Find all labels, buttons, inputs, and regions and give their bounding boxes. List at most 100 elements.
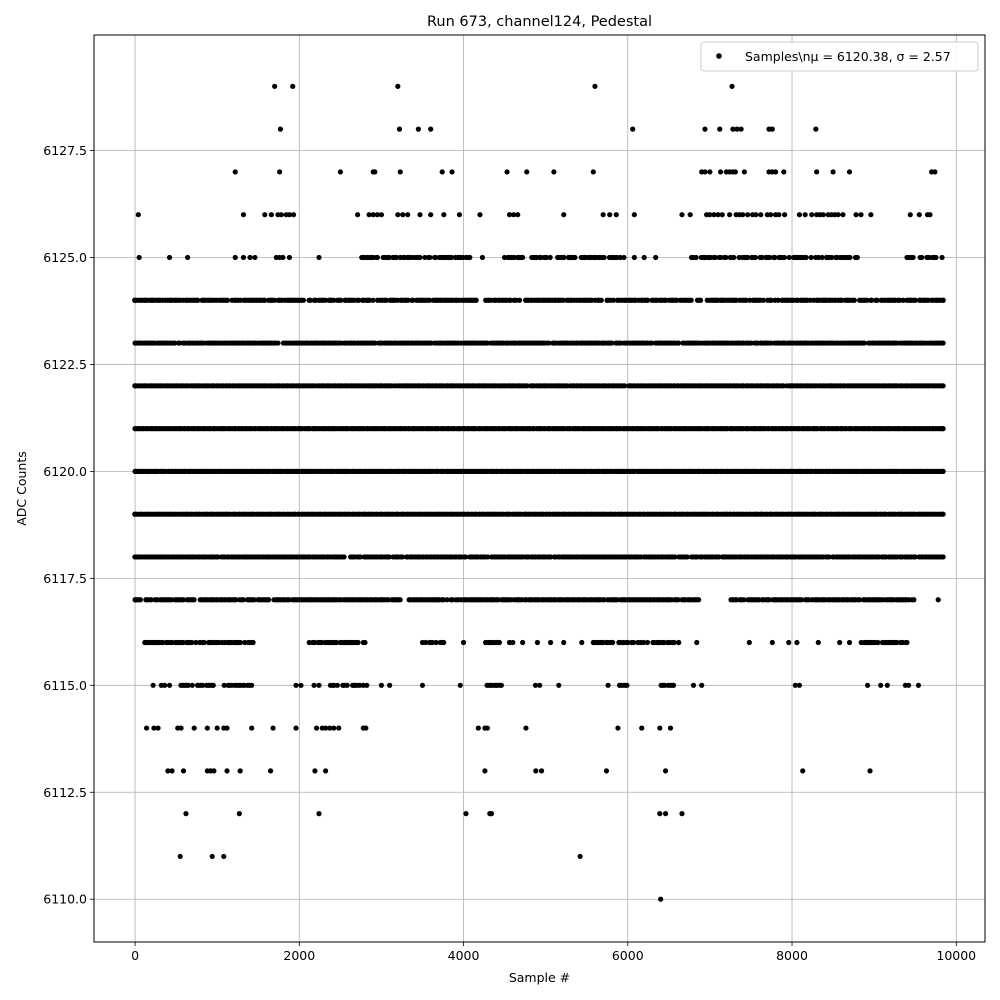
data-point (772, 169, 779, 175)
data-point (427, 297, 433, 303)
data-point (753, 212, 759, 218)
data-point (621, 254, 627, 261)
data-point (874, 297, 880, 303)
data-point (813, 126, 819, 132)
axis-ticks: 0 2000 4000 6000 8000 10000 6110.0 6112.5 6115.0… (43, 143, 976, 963)
data-point (456, 212, 463, 218)
data-point (907, 212, 913, 218)
y-tick-label: 6125.0 (43, 250, 87, 265)
data-point (630, 126, 636, 132)
data-point (322, 297, 328, 303)
data-point (370, 254, 376, 261)
data-point (846, 639, 853, 646)
data-point (854, 254, 860, 261)
data-point (286, 212, 293, 218)
data-point (201, 639, 207, 646)
data-point (316, 682, 322, 688)
data-point (405, 212, 411, 218)
data-point (386, 254, 392, 261)
data-point (267, 768, 274, 774)
data-point (132, 383, 138, 389)
data-point (331, 297, 337, 303)
data-point (448, 254, 455, 261)
data-point (572, 254, 578, 261)
data-point (313, 725, 320, 731)
data-point (488, 811, 495, 817)
data-point (364, 682, 370, 688)
data-point (684, 554, 691, 560)
data-point (270, 725, 276, 731)
data-point (768, 340, 774, 346)
data-point (132, 511, 138, 517)
data-point (609, 340, 615, 346)
data-point (166, 254, 173, 261)
data-point (467, 254, 473, 261)
data-point (657, 725, 663, 731)
data-point (607, 212, 613, 218)
y-tick-label: 6122.5 (43, 357, 87, 372)
data-point (221, 682, 227, 688)
data-point (136, 254, 142, 261)
data-point (830, 169, 836, 175)
data-point (826, 554, 832, 560)
data-point (702, 169, 708, 175)
data-point (449, 169, 455, 175)
data-point (600, 212, 606, 218)
data-point (209, 853, 215, 860)
y-tick-label: 6120.0 (43, 464, 87, 479)
data-point (904, 639, 910, 646)
data-point (758, 212, 764, 218)
data-point (477, 212, 483, 218)
data-point (639, 725, 645, 731)
data-point (766, 597, 772, 603)
data-point (803, 254, 809, 261)
data-point (378, 682, 385, 688)
data-point (775, 297, 781, 303)
data-point (800, 768, 806, 774)
data-point (786, 254, 792, 261)
data-point (719, 212, 725, 218)
data-point (316, 811, 322, 817)
data-point (417, 212, 423, 218)
data-point (143, 725, 150, 731)
data-point (344, 682, 350, 688)
data-point (641, 639, 647, 646)
data-point (940, 468, 946, 474)
data-point (183, 811, 189, 817)
data-point (449, 597, 455, 603)
data-point (399, 554, 405, 560)
x-tick-label: 10000 (936, 948, 976, 963)
x-tick-label: 4000 (448, 948, 480, 963)
data-point (200, 682, 206, 688)
data-point (940, 511, 946, 517)
data-point (211, 768, 217, 774)
data-point (566, 254, 572, 261)
data-point (169, 768, 175, 774)
data-point (577, 853, 583, 860)
data-point (278, 212, 284, 218)
data-point (395, 83, 401, 89)
data-point (781, 254, 788, 261)
data-point (132, 340, 138, 346)
data-point (875, 639, 881, 646)
data-point (752, 254, 759, 261)
data-point (940, 554, 946, 560)
data-point (641, 254, 647, 261)
y-tick-label: 6117.5 (43, 571, 87, 586)
data-point (679, 811, 685, 817)
data-point (251, 597, 257, 603)
data-point (366, 212, 372, 218)
data-point (733, 597, 740, 603)
data-point (618, 682, 624, 688)
data-point (322, 768, 329, 774)
data-point (271, 297, 278, 303)
data-point (560, 297, 566, 303)
data-point (729, 83, 735, 89)
data-point (940, 297, 946, 303)
data-point (419, 682, 426, 688)
data-point (193, 639, 199, 646)
data-point (427, 254, 433, 261)
data-point (707, 212, 713, 218)
data-point (792, 682, 798, 688)
